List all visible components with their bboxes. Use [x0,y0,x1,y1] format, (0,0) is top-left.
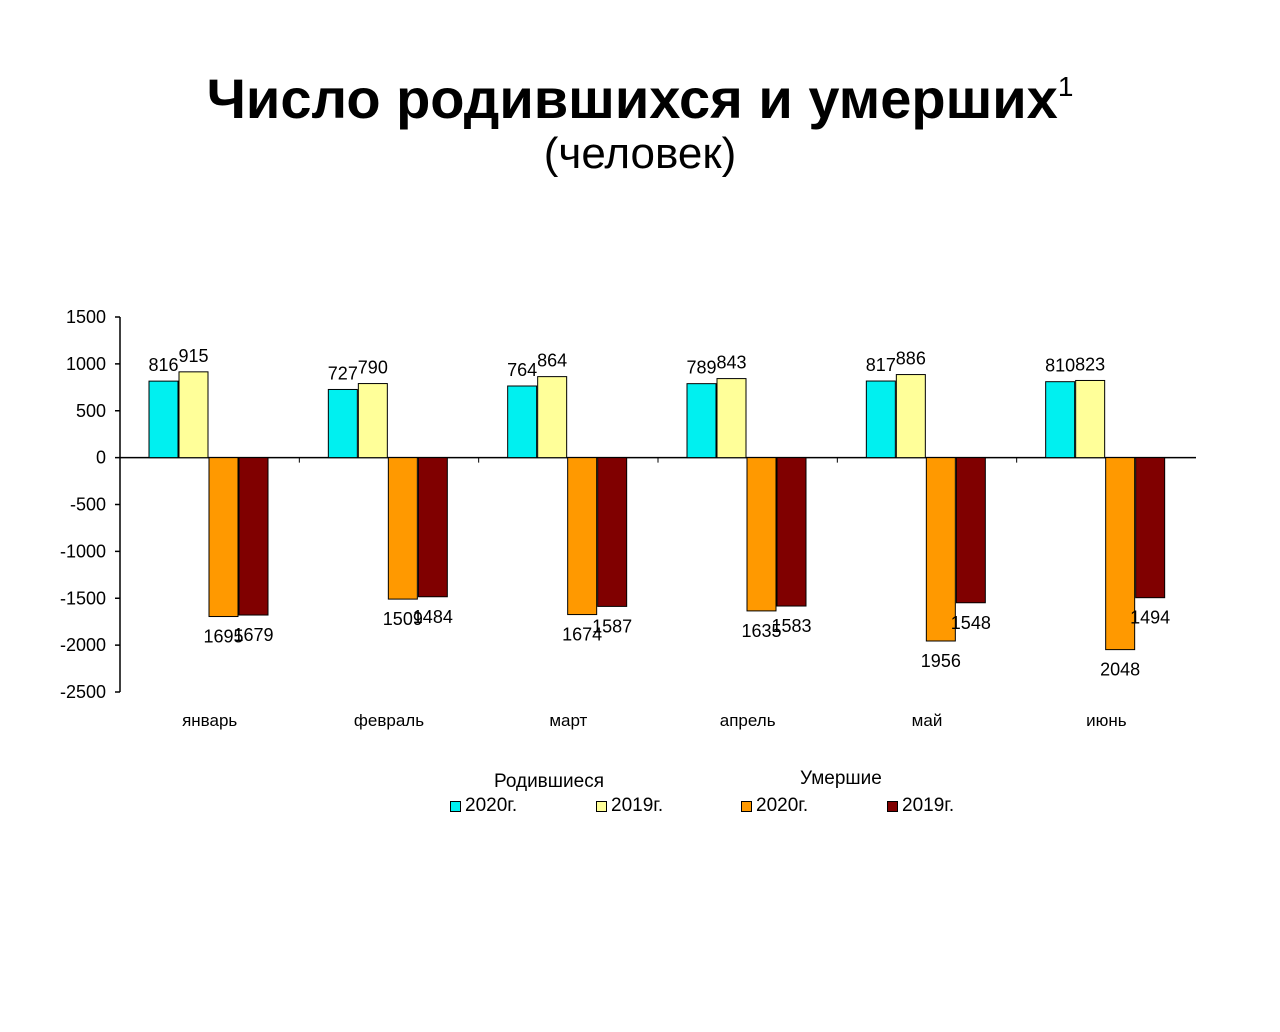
data-label: 1587 [592,616,632,636]
data-label: 790 [358,358,388,378]
bar [208,457,239,618]
bar [417,457,448,598]
legend-swatch-died-2019 [887,800,898,812]
bar [597,457,628,607]
bar [238,457,269,616]
legend-swatch-born-2019 [596,800,607,812]
legend-item-died-2019: 2019г. [887,795,954,817]
data-label: 1635 [741,621,781,641]
y-tick-label: -1500 [60,588,106,608]
bar [537,376,568,459]
data-label: 864 [537,351,567,371]
data-label: 1484 [413,607,453,627]
data-label: 2048 [1100,660,1140,680]
y-tick-label: 0 [96,448,106,468]
y-tick-label: 500 [76,401,106,421]
legend-swatch-died-2020 [741,800,752,812]
bar [1045,381,1076,459]
legend-group-died: Умершие [800,768,882,789]
bar [776,457,807,607]
data-label: 1548 [951,613,991,633]
legend-item-born-2019: 2019г. [596,795,663,817]
chart-title: Число родившихся и умерших1 [0,52,1280,134]
x-tick-label: июнь [1086,711,1127,730]
chart-title-text: Число родившихся и умерших [206,67,1058,130]
bar [1135,457,1166,599]
chart-subtitle: (человек) [543,129,737,178]
title-footnote-mark: 1 [1057,71,1074,102]
data-label: 1956 [921,651,961,671]
bar [686,383,717,459]
bar [387,457,418,600]
bar [507,385,538,459]
bar [357,383,388,459]
y-tick-label: -2500 [60,682,106,702]
bar [1075,379,1106,459]
data-label: 727 [328,363,358,383]
x-tick-label: январь [182,711,237,730]
data-label: 764 [507,360,537,380]
data-label: 816 [148,355,178,375]
data-label: 817 [866,355,896,375]
bar [746,457,777,612]
bar-chart: 1500 1000 500 0 -500 -1000 -1500 -2000 -2500 янва… [60,307,1196,730]
bar [1105,457,1136,651]
y-tick-label: -2000 [60,635,106,655]
data-label: 1583 [771,616,811,636]
x-tick-label: февраль [354,711,424,730]
legend-label-born-2020: 2020г. [465,795,518,816]
bar [148,380,179,459]
bar [955,457,986,604]
legend-item-died-2020: 2020г. [741,795,808,817]
data-label: 915 [178,346,208,366]
x-tick-label: март [549,711,587,730]
legend-label-born-2019: 2019г. [611,795,664,816]
data-label: 886 [896,349,926,369]
data-label: 1674 [562,625,602,645]
data-label: 1695 [203,627,243,647]
legend-item-born-2020: 2020г. [450,795,517,817]
bar [865,380,896,459]
y-tick-label: 1500 [66,307,106,327]
data-label: 1679 [233,625,273,645]
bar [567,457,598,616]
bar [716,378,747,459]
y-tick-label: -500 [70,495,106,515]
data-label: 1509 [383,609,423,629]
data-label: 843 [716,353,746,373]
y-tick-label: -1000 [60,541,106,561]
bar [925,457,956,642]
data-label: 1494 [1130,608,1170,628]
bar [178,371,209,459]
x-tick-label: апрель [720,711,776,730]
bar [895,374,926,459]
x-tick-label: май [912,711,943,730]
bar [327,388,358,459]
legend-label-died-2020: 2020г. [756,795,809,816]
data-label: 810 [1045,356,1075,376]
legend-swatch-born-2020 [450,800,461,812]
y-tick-label: 1000 [66,354,106,374]
legend-group-born: Родившиеся [494,771,604,792]
data-label: 789 [686,358,716,378]
legend-label-died-2019: 2019г. [902,795,955,816]
data-label: 823 [1075,354,1105,374]
